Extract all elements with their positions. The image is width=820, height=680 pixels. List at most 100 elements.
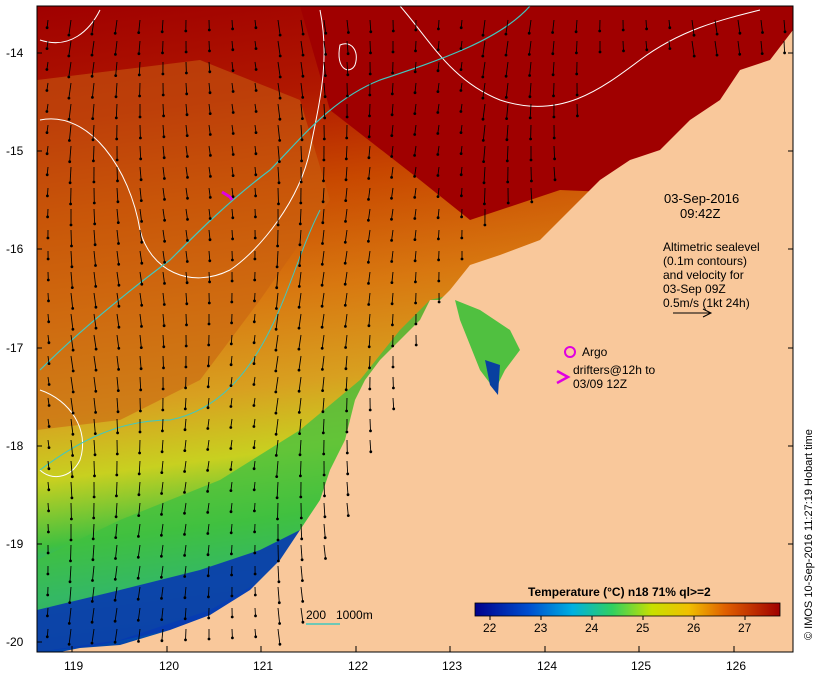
velocity-arrow-head xyxy=(114,74,118,77)
velocity-arrow-head xyxy=(301,600,305,603)
velocity-arrow-head xyxy=(206,553,210,557)
velocity-arrow-head xyxy=(116,410,120,414)
velocity-arrow-head xyxy=(206,406,210,410)
velocity-arrow-head xyxy=(276,244,279,248)
velocity-arrow xyxy=(208,103,211,114)
velocity-arrow-head xyxy=(346,73,350,77)
velocity-arrow-head xyxy=(117,325,121,329)
velocity-arrow-head xyxy=(322,158,326,162)
velocity-arrow xyxy=(391,271,394,283)
velocity-arrow-head xyxy=(116,389,120,392)
velocity-arrow xyxy=(137,586,141,600)
velocity-arrow-head xyxy=(229,342,233,346)
velocity-arrow-head xyxy=(575,93,579,97)
altimetry-note: 03-Sep 09Z xyxy=(663,282,726,296)
velocity-arrow-head xyxy=(184,50,188,54)
velocity-arrow-head xyxy=(69,538,73,542)
velocity-arrow-head xyxy=(46,614,49,618)
velocity-arrow-head xyxy=(504,53,508,57)
velocity-arrow-head xyxy=(528,95,532,99)
velocity-arrow xyxy=(139,250,143,264)
velocity-arrow-head xyxy=(71,369,75,373)
lon-label: 119 xyxy=(64,659,83,673)
velocity-arrow-head xyxy=(345,409,348,413)
velocity-arrow xyxy=(437,187,440,197)
velocity-arrow-head xyxy=(552,94,555,98)
velocity-arrow-head xyxy=(90,74,94,78)
colorbar-tick-label: 26 xyxy=(687,621,701,635)
velocity-arrow-head xyxy=(343,261,347,265)
velocity-arrow-head xyxy=(186,196,189,200)
velocity-arrow-head xyxy=(231,111,235,114)
velocity-arrow xyxy=(367,208,371,221)
velocity-arrow-head xyxy=(551,73,555,77)
velocity-arrow xyxy=(368,334,371,347)
velocity-arrow-head xyxy=(301,620,305,624)
velocity-vectors xyxy=(45,19,787,646)
velocity-arrow-head xyxy=(253,551,257,555)
velocity-arrow-head xyxy=(68,601,72,604)
velocity-arrow-head xyxy=(206,574,210,578)
velocity-arrow-head xyxy=(322,137,326,141)
velocity-arrow-head xyxy=(113,619,117,623)
velocity-arrow-head xyxy=(346,94,349,98)
velocity-arrow-head xyxy=(90,53,94,57)
velocity-arrow-head xyxy=(414,343,418,347)
velocity-arrow xyxy=(69,565,72,582)
isobath-legend-200: 200 xyxy=(306,608,326,622)
velocity-arrow xyxy=(69,166,72,183)
velocity-arrow-head xyxy=(184,386,188,390)
velocity-arrow xyxy=(184,502,187,514)
velocity-arrow-head xyxy=(414,49,417,53)
velocity-arrow xyxy=(208,145,211,156)
velocity-arrow xyxy=(300,565,303,581)
velocity-arrow-head xyxy=(347,31,350,34)
velocity-arrow-head xyxy=(413,196,417,199)
velocity-arrow-head xyxy=(390,92,394,96)
velocity-arrow-head xyxy=(115,494,118,498)
velocity-arrow xyxy=(482,103,486,120)
velocity-arrow xyxy=(505,82,509,98)
velocity-arrow-head xyxy=(483,223,487,227)
velocity-arrow-head xyxy=(92,159,95,163)
velocity-arrow-head xyxy=(231,174,235,178)
velocity-arrow-head xyxy=(67,117,71,121)
velocity-arrow-head xyxy=(346,493,350,497)
velocity-arrow xyxy=(230,397,233,407)
velocity-arrow xyxy=(162,334,165,347)
velocity-arrow-head xyxy=(436,69,440,73)
velocity-arrow-head xyxy=(367,239,370,243)
orange-water-west xyxy=(37,60,330,430)
velocity-arrow-head xyxy=(160,618,164,621)
velocity-arrow-head xyxy=(298,264,301,267)
velocity-arrow xyxy=(116,271,120,286)
velocity-arrow xyxy=(208,229,211,240)
velocity-arrow-head xyxy=(324,557,327,560)
velocity-arrow-head xyxy=(207,616,211,620)
velocity-arrow-head xyxy=(47,530,50,534)
velocity-arrow-head xyxy=(115,137,119,141)
velocity-arrow xyxy=(323,544,326,559)
velocity-arrow-head xyxy=(114,116,118,120)
velocity-arrow-head xyxy=(391,344,395,348)
velocity-arrow-head xyxy=(231,132,235,135)
velocity-arrow-head xyxy=(206,448,210,451)
velocity-arrow-head xyxy=(229,384,233,387)
velocity-arrow-head xyxy=(298,453,302,457)
velocity-arrow-head xyxy=(94,305,98,309)
velocity-arrow xyxy=(323,19,327,34)
isobath-1000m xyxy=(39,209,321,471)
velocity-arrow xyxy=(277,586,280,603)
velocity-arrow xyxy=(345,334,348,348)
velocity-arrow xyxy=(93,397,97,413)
velocity-arrow xyxy=(344,271,348,285)
altimetry-note: (0.1m contours) xyxy=(663,254,747,268)
velocity-arrow xyxy=(277,82,281,99)
velocity-arrow-head xyxy=(208,91,212,95)
velocity-arrow-head xyxy=(367,324,371,328)
velocity-arrow xyxy=(116,292,120,307)
velocity-arrow-head xyxy=(47,446,51,449)
velocity-arrow-head xyxy=(390,239,393,242)
velocity-arrow xyxy=(162,187,165,200)
